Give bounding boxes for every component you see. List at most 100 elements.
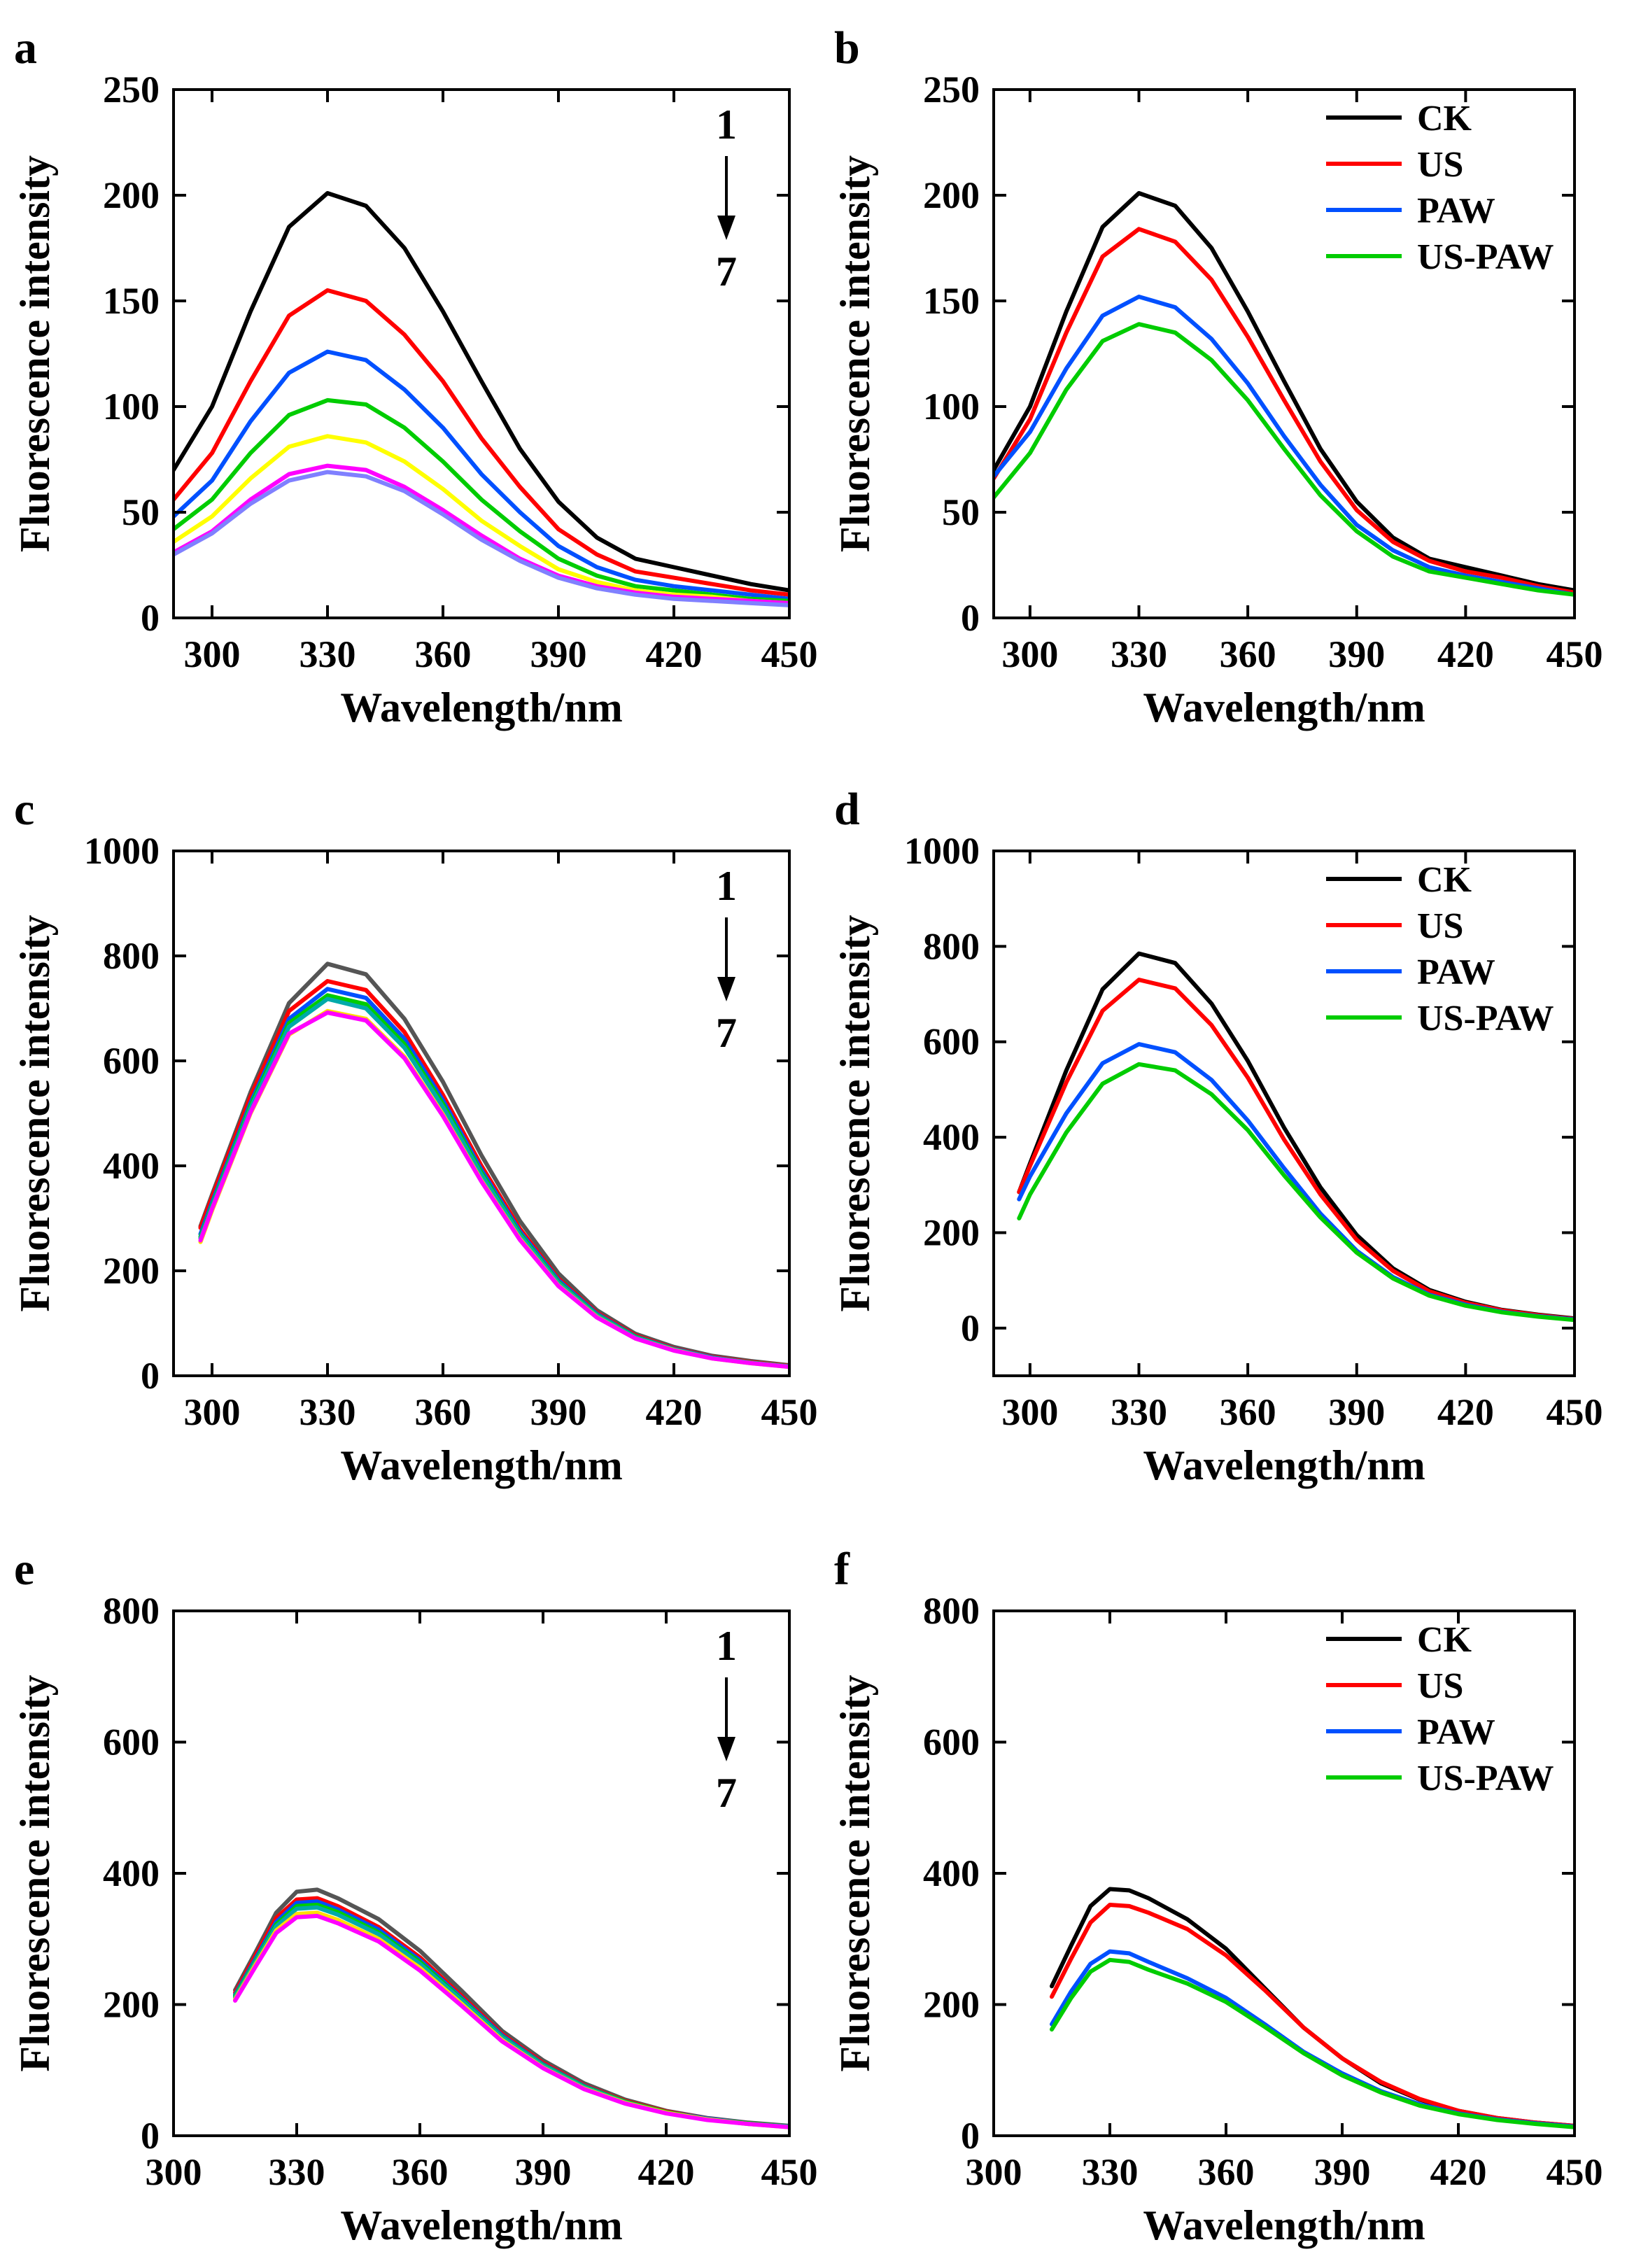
series-line-2 xyxy=(233,1896,789,2129)
series-line-us xyxy=(994,227,1575,595)
y-tick-label: 0 xyxy=(961,2115,980,2157)
plot-frame xyxy=(992,1610,1576,2137)
y-tick-label: 600 xyxy=(923,1721,980,1763)
panel-label: a xyxy=(14,22,37,73)
x-tick-label: 300 xyxy=(1001,633,1058,675)
series-line-4 xyxy=(174,397,789,603)
x-tick-label: 390 xyxy=(530,1391,587,1433)
x-axis-label: Wavelength/nm xyxy=(340,2202,622,2248)
x-tick-label: 330 xyxy=(300,1391,356,1433)
chart-panel-e: e 300 330 360 390 420 450 0 200 400 600 800 Waveleng… xyxy=(12,1544,818,2248)
arrow-head xyxy=(717,977,735,1001)
series-line-ck xyxy=(994,191,1575,593)
series-line-6 xyxy=(233,1910,789,2129)
y-tick-label: 200 xyxy=(923,1984,980,2026)
y-tick-label: 50 xyxy=(942,491,980,533)
y-tick-label: 0 xyxy=(141,2115,160,2157)
y-tick-label: 600 xyxy=(103,1721,160,1763)
plot-frame xyxy=(172,88,791,619)
legend-label-us: US xyxy=(1417,145,1463,185)
x-tick-label: 360 xyxy=(1220,1391,1276,1433)
series-line-paw xyxy=(1050,1949,1575,2129)
legend-label-ck: CK xyxy=(1417,1620,1472,1660)
y-tick-label: 0 xyxy=(141,1355,160,1397)
panel-label: b xyxy=(834,22,860,73)
y-tick-label: 800 xyxy=(923,925,980,967)
series-line-7 xyxy=(233,1913,789,2129)
arrow-label-start: 1 xyxy=(716,101,737,148)
y-tick-label: 250 xyxy=(103,69,160,111)
y-tick-label: 800 xyxy=(923,1590,980,1632)
series-line-4 xyxy=(233,1903,789,2129)
y-tick-label: 200 xyxy=(923,1211,980,1253)
panel-label: c xyxy=(14,784,34,835)
x-tick-label: 450 xyxy=(761,1391,818,1433)
y-tick-label: 200 xyxy=(103,174,160,216)
x-tick-label: 330 xyxy=(300,633,356,675)
y-tick-label: 0 xyxy=(961,597,980,639)
x-tick-label: 330 xyxy=(1111,633,1167,675)
x-tick-label: 300 xyxy=(1001,1391,1058,1433)
series-line-5 xyxy=(174,434,789,605)
y-tick-label: 150 xyxy=(923,280,980,322)
x-tick-label: 300 xyxy=(146,2151,202,2193)
y-tick-label: 600 xyxy=(923,1021,980,1063)
y-tick-label: 100 xyxy=(103,386,160,428)
x-tick-label: 420 xyxy=(1437,1391,1494,1433)
x-axis-label: Wavelength/nm xyxy=(1143,2202,1425,2248)
series-line-1 xyxy=(233,1887,789,2128)
y-axis-label: Fluorescence intensity xyxy=(832,1675,878,2071)
plot-frame xyxy=(992,850,1576,1377)
x-tick-label: 420 xyxy=(1437,633,1494,675)
y-axis-label: Fluorescence intensity xyxy=(12,1675,58,2071)
series-line-us-paw xyxy=(994,322,1575,597)
x-tick-label: 360 xyxy=(415,633,472,675)
series-line-us-paw xyxy=(1050,1957,1575,2129)
chart-panel-c: c 300 330 360 390 420 450 0 200 400 600 800 1000 Wave… xyxy=(12,784,818,1488)
y-tick-label: 150 xyxy=(103,280,160,322)
legend-label-us-paw: US-PAW xyxy=(1417,237,1554,277)
series-line-us xyxy=(1050,1903,1575,2128)
legend-label-paw: PAW xyxy=(1417,1712,1495,1752)
y-tick-label: 0 xyxy=(141,597,160,639)
series-line-1 xyxy=(174,191,789,593)
x-axis-label: Wavelength/nm xyxy=(340,684,622,731)
chart-panel-d: d 300 330 360 390 420 450 0 200 400 600 800 1000 Wave… xyxy=(832,784,1603,1488)
x-tick-label: 390 xyxy=(1328,633,1385,675)
x-tick-label: 300 xyxy=(184,1391,241,1433)
y-tick-label: 800 xyxy=(103,1590,160,1632)
x-tick-label: 420 xyxy=(1430,2151,1487,2193)
plot-frame xyxy=(172,1610,791,2137)
legend-label-ck: CK xyxy=(1417,99,1472,139)
y-tick-label: 200 xyxy=(103,1984,160,2026)
legend-label-ck: CK xyxy=(1417,860,1472,900)
x-axis-label: Wavelength/nm xyxy=(340,1442,622,1488)
y-tick-label: 400 xyxy=(103,1852,160,1894)
x-tick-label: 420 xyxy=(646,1391,703,1433)
series-line-2 xyxy=(174,288,789,597)
series-line-3 xyxy=(174,349,789,601)
y-tick-label: 250 xyxy=(923,69,980,111)
arrow-label-start: 1 xyxy=(716,863,737,909)
x-tick-label: 450 xyxy=(761,633,818,675)
arrow-label-end: 7 xyxy=(716,248,737,295)
y-tick-label: 400 xyxy=(923,1116,980,1158)
y-axis-label: Fluorescence intensity xyxy=(832,155,878,552)
y-tick-label: 100 xyxy=(923,386,980,428)
legend-label-paw: PAW xyxy=(1417,191,1495,231)
y-tick-label: 1000 xyxy=(904,830,980,872)
chart-panel-b: b 300 330 360 390 420 450 0 50 100 150 200 250 Wavele… xyxy=(832,22,1603,731)
y-tick-label: 1000 xyxy=(84,830,160,872)
x-tick-label: 360 xyxy=(1220,633,1276,675)
x-tick-label: 390 xyxy=(530,633,587,675)
y-axis-label: Fluorescence intensity xyxy=(12,155,58,552)
plot-frame xyxy=(992,88,1576,619)
y-tick-label: 400 xyxy=(923,1852,980,1894)
x-tick-label: 390 xyxy=(515,2151,572,2193)
y-tick-label: 600 xyxy=(103,1040,160,1082)
x-tick-label: 450 xyxy=(1547,1391,1603,1433)
series-line-7 xyxy=(174,470,789,607)
arrow-head xyxy=(717,1737,735,1761)
x-axis-label: Wavelength/nm xyxy=(1143,684,1425,731)
